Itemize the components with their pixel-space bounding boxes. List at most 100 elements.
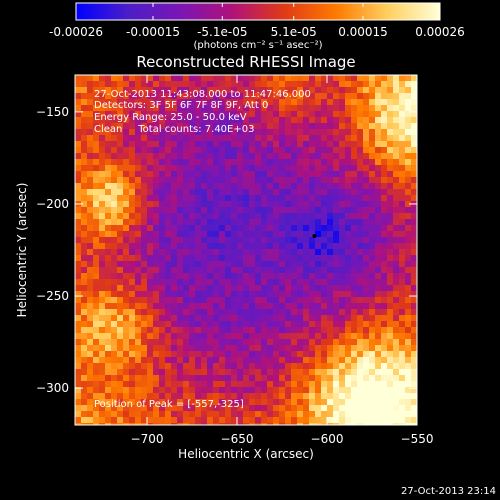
heatmap-cell xyxy=(273,153,280,160)
heatmap-cell xyxy=(327,177,334,184)
heatmap-cell xyxy=(405,87,412,94)
heatmap-cell xyxy=(123,159,130,166)
heatmap-cell xyxy=(387,411,394,418)
heatmap-cell xyxy=(285,333,292,340)
heatmap-cell xyxy=(99,147,106,154)
heatmap-cell xyxy=(393,363,400,370)
heatmap-cell xyxy=(291,231,298,238)
heatmap-cell xyxy=(357,357,364,364)
heatmap-cell xyxy=(99,267,106,274)
heatmap-cell xyxy=(183,315,190,322)
heatmap-cell xyxy=(333,141,340,148)
heatmap-cell xyxy=(321,135,328,142)
heatmap-cell xyxy=(285,225,292,232)
heatmap-cell xyxy=(333,375,340,382)
heatmap-cell xyxy=(363,261,370,268)
heatmap-cell xyxy=(219,291,226,298)
heatmap-cell xyxy=(309,363,316,370)
heatmap-cell xyxy=(195,219,202,226)
heatmap-cell xyxy=(153,177,160,184)
heatmap-cell xyxy=(333,369,340,376)
heatmap-cell xyxy=(123,339,130,346)
heatmap-cell xyxy=(219,411,226,418)
heatmap-cell xyxy=(375,387,382,394)
heatmap-cell xyxy=(261,405,268,412)
heatmap-cell xyxy=(225,327,232,334)
heatmap-cell xyxy=(75,303,82,310)
heatmap-cell xyxy=(405,363,412,370)
heatmap-cell xyxy=(339,165,346,172)
heatmap-cell xyxy=(255,369,262,376)
heatmap-cell xyxy=(327,375,334,382)
heatmap-cell xyxy=(153,297,160,304)
heatmap-cell xyxy=(393,129,400,136)
heatmap-cell xyxy=(93,243,100,250)
heatmap-cell xyxy=(249,183,256,190)
heatmap-cell xyxy=(183,117,190,124)
heatmap-cell xyxy=(255,243,262,250)
heatmap-cell xyxy=(75,279,82,286)
heatmap-cell xyxy=(237,351,244,358)
heatmap-cell xyxy=(99,99,106,106)
heatmap-cell xyxy=(267,279,274,286)
heatmap-cell xyxy=(357,261,364,268)
heatmap-cell xyxy=(207,99,214,106)
heatmap-cell xyxy=(159,339,166,346)
heatmap-cell xyxy=(123,231,130,238)
heatmap-cell xyxy=(363,75,370,82)
heatmap-cell xyxy=(369,183,376,190)
heatmap-cell xyxy=(147,93,154,100)
heatmap-cell xyxy=(243,93,250,100)
heatmap-cell xyxy=(309,369,316,376)
heatmap-cell xyxy=(165,381,172,388)
heatmap-cell xyxy=(117,351,124,358)
heatmap-cell xyxy=(351,87,358,94)
heatmap-cell xyxy=(129,135,136,142)
heatmap-cell xyxy=(405,93,412,100)
y-tick-label: −200 xyxy=(36,197,69,211)
heatmap-cell xyxy=(387,237,394,244)
heatmap-cell xyxy=(327,117,334,124)
heatmap-cell xyxy=(165,333,172,340)
heatmap-cell xyxy=(375,207,382,214)
heatmap-cell xyxy=(387,315,394,322)
heatmap-cell xyxy=(249,369,256,376)
heatmap-cell xyxy=(243,111,250,118)
heatmap-cell xyxy=(387,375,394,382)
heatmap-cell xyxy=(315,231,322,238)
heatmap-cell xyxy=(141,159,148,166)
heatmap-cell xyxy=(255,363,262,370)
heatmap-cell xyxy=(123,207,130,214)
heatmap-cell xyxy=(279,315,286,322)
heatmap-cell xyxy=(399,105,406,112)
heatmap-cell xyxy=(147,219,154,226)
heatmap-cell xyxy=(339,105,346,112)
heatmap-cell xyxy=(87,117,94,124)
heatmap-cell xyxy=(267,177,274,184)
heatmap-cell xyxy=(279,303,286,310)
heatmap-cell xyxy=(237,141,244,148)
heatmap-cell xyxy=(99,201,106,208)
heatmap-cell xyxy=(279,267,286,274)
heatmap-cell xyxy=(369,291,376,298)
heatmap-cell xyxy=(345,93,352,100)
heatmap-cell xyxy=(177,417,184,424)
heatmap-cell xyxy=(267,75,274,82)
heatmap-cell xyxy=(393,315,400,322)
heatmap-cell xyxy=(357,213,364,220)
heatmap-cell xyxy=(129,321,136,328)
heatmap-cell xyxy=(219,399,226,406)
heatmap-cell xyxy=(315,93,322,100)
heatmap-cell xyxy=(327,171,334,178)
heatmap-cell xyxy=(171,357,178,364)
heatmap-cell xyxy=(237,81,244,88)
heatmap-cell xyxy=(243,243,250,250)
heatmap-cell xyxy=(345,327,352,334)
heatmap-cell xyxy=(171,81,178,88)
heatmap-cell xyxy=(123,189,130,196)
heatmap-cell xyxy=(291,423,298,425)
heatmap-cell xyxy=(291,117,298,124)
heatmap-cell xyxy=(81,297,88,304)
heatmap-cell xyxy=(111,135,118,142)
heatmap-cell xyxy=(105,303,112,310)
